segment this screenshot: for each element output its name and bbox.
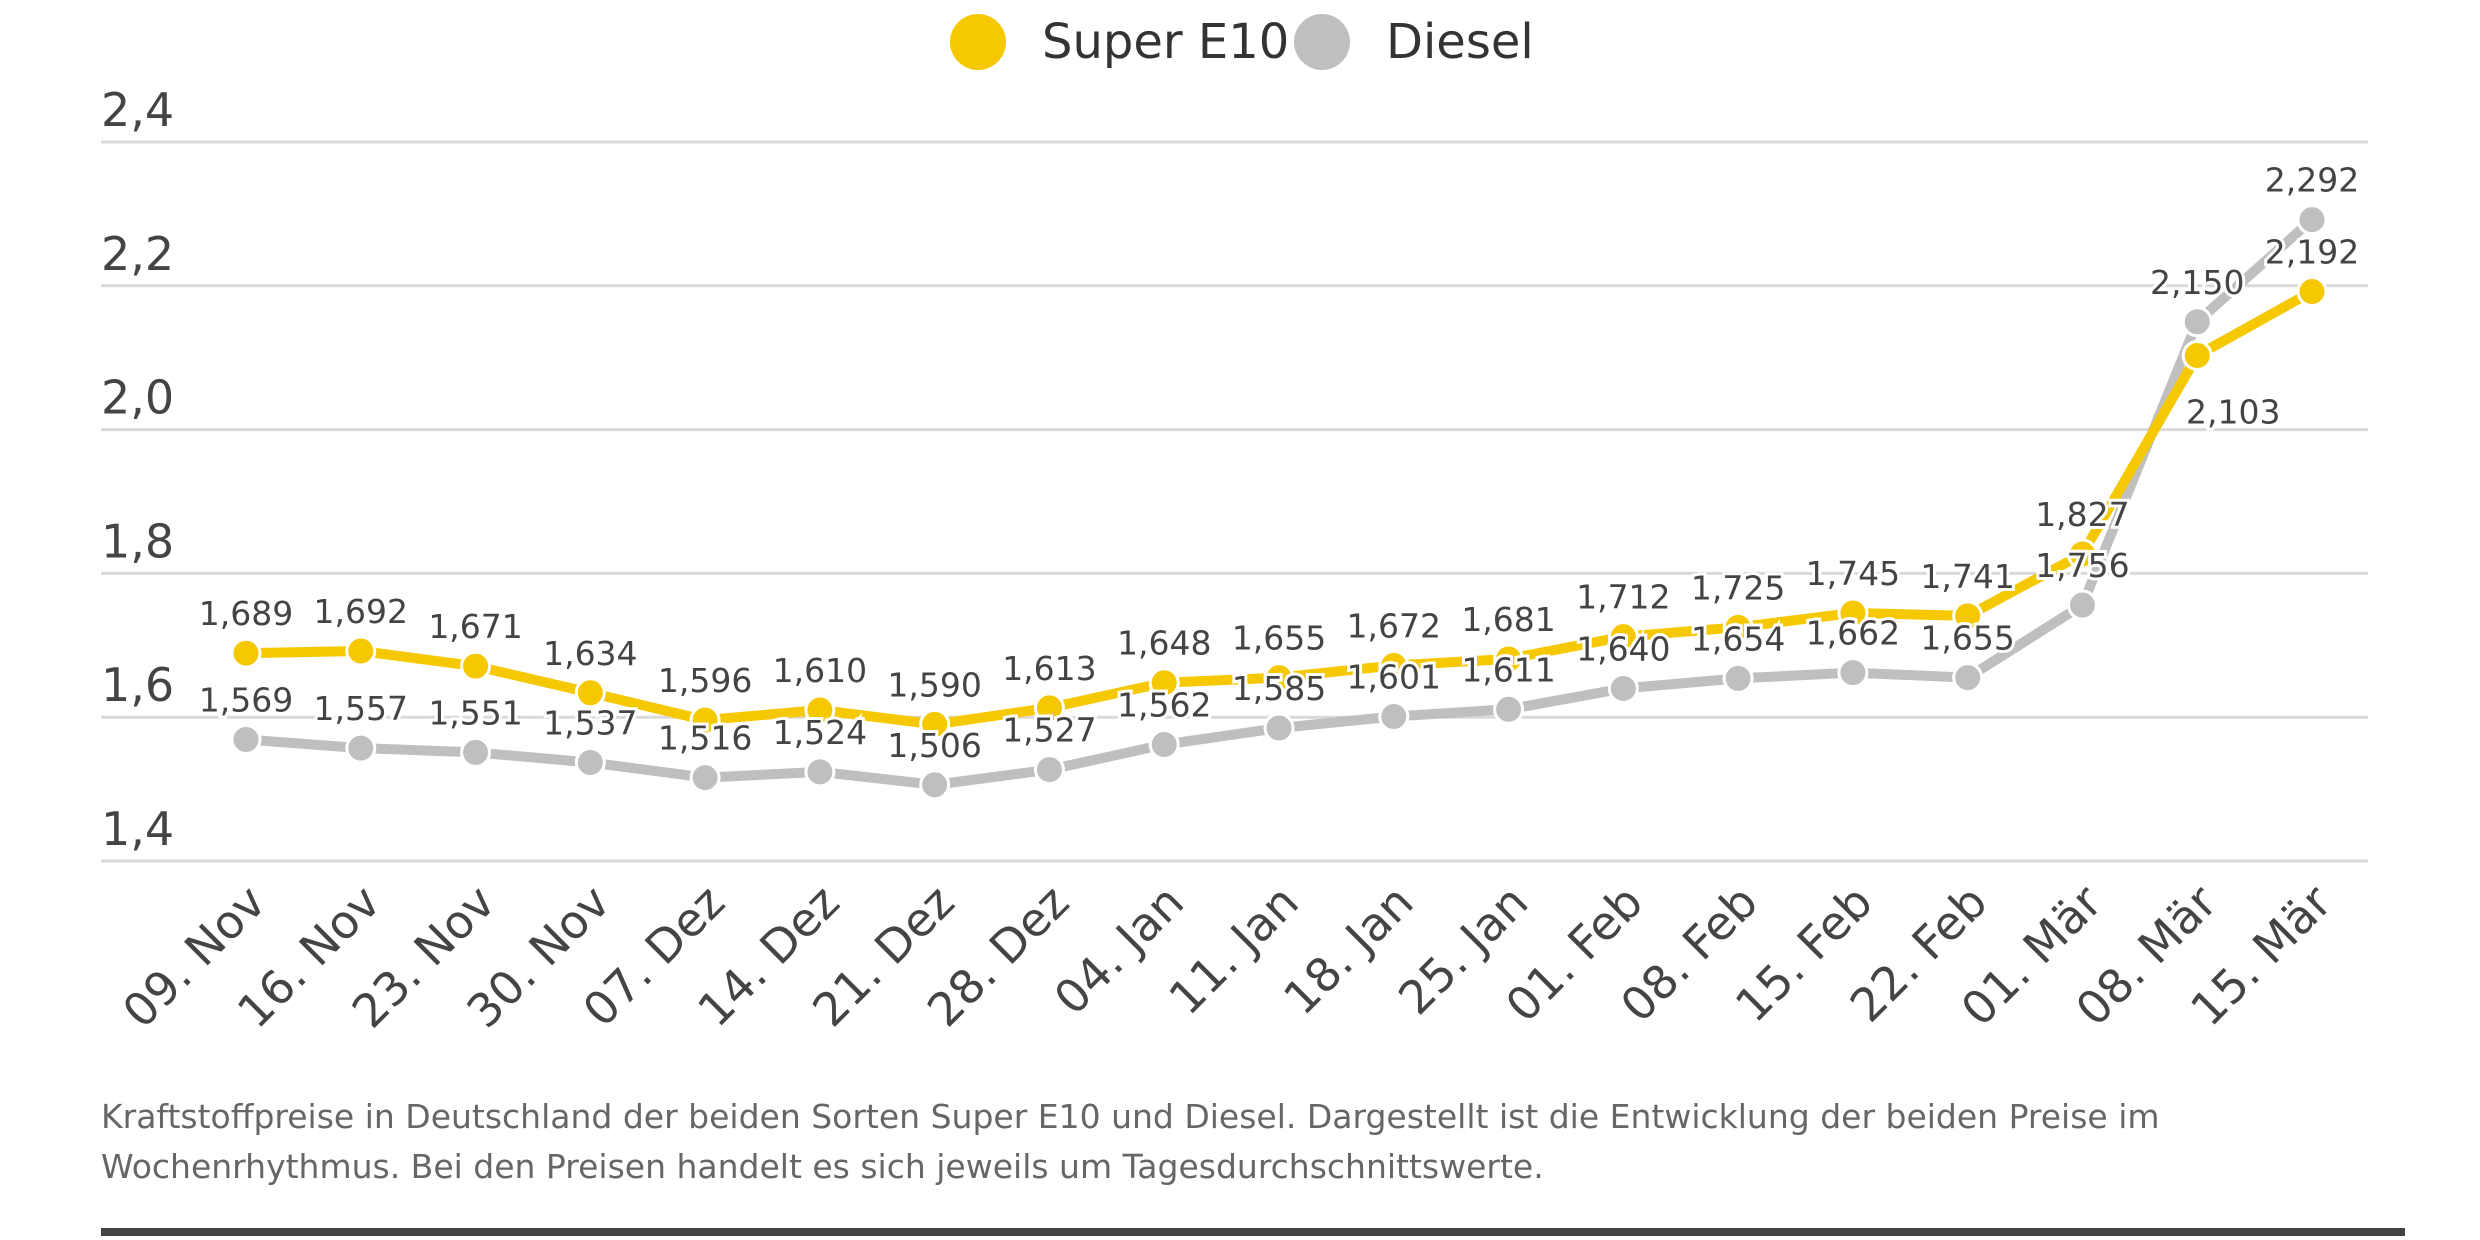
data-label: 1,516	[658, 719, 752, 758]
data-label: 1,610	[773, 651, 867, 690]
data-label: 1,611	[1461, 650, 1555, 689]
data-point	[2181, 306, 2213, 338]
data-point	[1033, 754, 1065, 786]
data-label: 1,672	[1347, 606, 1441, 645]
data-label: 1,557	[314, 689, 408, 728]
data-label: 1,681	[1461, 600, 1555, 639]
data-label: 1,827	[2035, 495, 2129, 534]
data-label: 1,756	[2035, 546, 2129, 585]
data-point	[1033, 692, 1065, 724]
data-point	[460, 736, 492, 768]
data-point	[1378, 649, 1410, 681]
data-point	[804, 756, 836, 788]
data-label: 1,590	[887, 665, 981, 704]
data-label: 1,689	[199, 594, 293, 633]
x-tick-label: 18. Jan	[1273, 875, 1423, 1025]
data-point	[460, 650, 492, 682]
data-label: 2,150	[2150, 263, 2244, 302]
data-label: 1,634	[543, 634, 637, 673]
y-tick-label: 1,6	[101, 658, 174, 712]
data-label: 1,537	[543, 703, 637, 742]
y-tick-label: 1,4	[101, 802, 174, 856]
data-point	[1952, 662, 1984, 694]
x-tick-label: 04. Jan	[1044, 875, 1194, 1025]
data-point	[1722, 662, 1754, 694]
data-label: 1,671	[428, 607, 522, 646]
data-point	[1263, 712, 1295, 744]
data-label: 1,725	[1691, 568, 1785, 607]
bottom-divider	[101, 1228, 2405, 1236]
data-label: 1,596	[658, 661, 752, 700]
data-point	[1378, 700, 1410, 732]
data-point	[1607, 672, 1639, 704]
data-point	[1837, 597, 1869, 629]
y-tick-label: 2,4	[101, 83, 174, 137]
legend-label: Super E10	[1042, 14, 1289, 70]
data-label: 1,527	[1002, 711, 1096, 750]
data-label: 1,654	[1691, 619, 1785, 658]
y-tick-label: 2,0	[101, 371, 174, 425]
data-label: 1,741	[1920, 557, 2014, 596]
y-tick-label: 2,2	[101, 227, 174, 281]
data-point	[2066, 538, 2098, 570]
data-label: 1,562	[1117, 686, 1211, 725]
data-point	[919, 708, 951, 740]
legend-marker	[1294, 14, 1350, 70]
legend-marker	[950, 14, 1006, 70]
data-point	[689, 762, 721, 794]
data-point	[2066, 589, 2098, 621]
x-tick-label: 11. Jan	[1158, 875, 1308, 1025]
data-point	[1493, 643, 1525, 675]
data-point	[2296, 204, 2328, 236]
data-label: 1,712	[1576, 578, 1670, 617]
data-label: 1,655	[1920, 619, 2014, 658]
y-tick-label: 1,8	[101, 514, 174, 568]
data-point	[230, 637, 262, 669]
legend-label: Diesel	[1386, 14, 1534, 70]
data-point	[574, 677, 606, 709]
data-point	[574, 746, 606, 778]
data-label: 1,569	[199, 680, 293, 719]
data-point	[689, 704, 721, 736]
data-point	[804, 694, 836, 726]
data-label: 2,192	[2265, 233, 2359, 272]
data-point	[1148, 729, 1180, 761]
data-point	[919, 769, 951, 801]
data-point	[1952, 600, 1984, 632]
data-point	[2296, 276, 2328, 308]
data-point	[345, 635, 377, 667]
data-point	[2181, 340, 2213, 372]
data-label: 2,103	[2186, 393, 2280, 432]
data-point	[1493, 693, 1525, 725]
data-label: 1,648	[1117, 624, 1211, 663]
data-point	[1148, 667, 1180, 699]
data-label: 1,640	[1576, 629, 1670, 668]
data-label: 2,292	[2265, 161, 2359, 200]
data-label: 1,524	[773, 713, 867, 752]
data-label: 1,662	[1806, 614, 1900, 653]
chart-caption: Kraftstoffpreise in Deutschland der beid…	[101, 1097, 2160, 1186]
data-point	[1722, 611, 1754, 643]
data-point	[230, 723, 262, 755]
data-label: 1,692	[314, 592, 408, 631]
data-label: 1,745	[1806, 554, 1900, 593]
data-label: 1,506	[887, 726, 981, 765]
data-label: 1,655	[1232, 619, 1326, 658]
data-label: 1,613	[1002, 649, 1096, 688]
data-label: 1,551	[428, 693, 522, 732]
data-point	[1607, 621, 1639, 653]
data-point	[1837, 657, 1869, 689]
data-point	[345, 732, 377, 764]
data-label: 1,585	[1232, 669, 1326, 708]
data-point	[1263, 662, 1295, 694]
data-label: 1,601	[1347, 657, 1441, 696]
